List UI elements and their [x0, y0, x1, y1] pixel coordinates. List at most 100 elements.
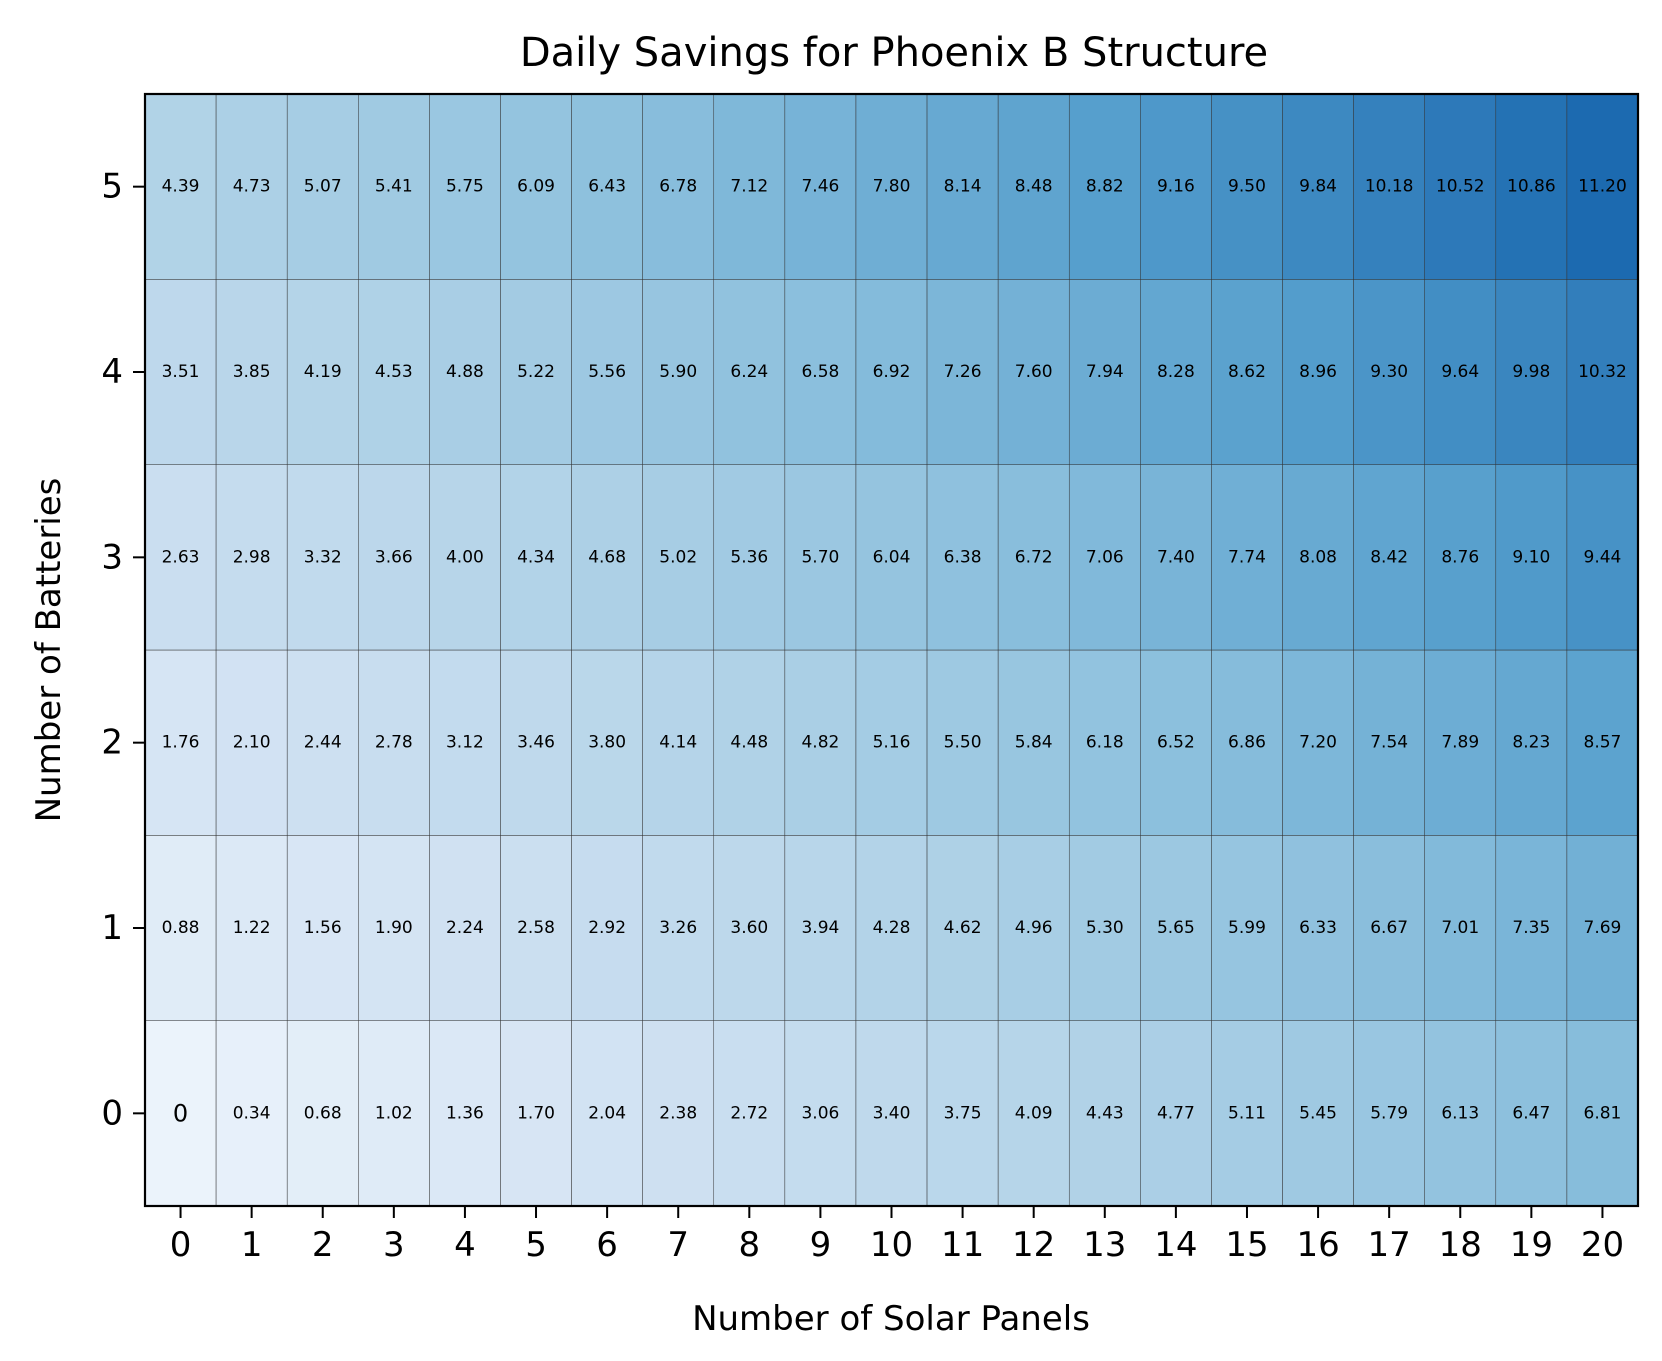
heatmap-cell-r4-c4 [429, 279, 501, 465]
cell-value-r0-c14: 4.77 [1157, 1103, 1195, 1123]
cell-value-r1-c8: 3.60 [730, 918, 768, 938]
y-tick-label-5: 5 [101, 167, 123, 207]
heatmap-cell-r3-c6 [571, 464, 643, 651]
y-tick-label-0: 0 [101, 1093, 123, 1133]
heatmap-cell-r1-c14 [1140, 835, 1212, 1021]
heatmap-cell-r0-c17 [1353, 1020, 1425, 1207]
heatmap-cell-r3-c12 [997, 464, 1070, 651]
heatmap-cell-r5-c10 [855, 93, 928, 280]
heatmap-cell-r2-c18 [1424, 649, 1497, 836]
heatmap-cell-r2-c5 [500, 649, 572, 836]
cell-value-r3-c9: 5.70 [801, 547, 839, 567]
heatmap-cell-r2-c14 [1140, 649, 1212, 836]
cell-value-r3-c0: 2.63 [162, 547, 200, 567]
cell-value-r0-c9: 3.06 [801, 1103, 839, 1123]
cell-value-r0-c11: 3.75 [944, 1103, 982, 1123]
cell-value-r0-c20: 6.81 [1584, 1103, 1622, 1123]
cell-value-r5-c19: 10.86 [1507, 177, 1556, 197]
x-tick-label-14: 14 [1154, 1225, 1197, 1265]
cell-value-r4-c9: 6.58 [801, 362, 839, 382]
cell-value-r4-c3: 4.53 [375, 362, 413, 382]
x-tick-label-20: 20 [1581, 1225, 1624, 1265]
cell-value-r3-c7: 5.02 [659, 547, 697, 567]
x-tick-label-18: 18 [1439, 1225, 1482, 1265]
heatmap-cell-r0-c5 [500, 1020, 572, 1207]
heatmap-cell-r1-c20 [1566, 835, 1639, 1021]
cell-value-r1-c15: 5.99 [1228, 918, 1266, 938]
cell-value-r0-c5: 1.70 [517, 1103, 555, 1123]
heatmap-cell-r2-c3 [358, 649, 430, 836]
heatmap-cell-r4-c0 [144, 279, 217, 465]
cell-value-r4-c15: 8.62 [1228, 362, 1266, 382]
cell-value-r0-c10: 3.40 [873, 1103, 911, 1123]
heatmap-cell-r2-c1 [215, 649, 288, 836]
cell-value-r1-c18: 7.01 [1441, 918, 1479, 938]
cell-value-r4-c13: 7.94 [1086, 362, 1124, 382]
heatmap-cell-r2-c2 [286, 649, 359, 836]
heatmap-cell-r2-c13 [1068, 649, 1141, 836]
cell-value-r2-c3: 2.78 [375, 733, 413, 753]
cell-value-r2-c15: 6.86 [1228, 733, 1266, 753]
heatmap-cell-r0-c14 [1140, 1020, 1212, 1207]
cell-value-r5-c18: 10.52 [1436, 177, 1485, 197]
cell-value-r2-c4: 3.12 [446, 733, 484, 753]
heatmap-cell-r4-c3 [358, 279, 430, 465]
cell-value-r1-c0: 0.88 [162, 918, 200, 938]
cell-value-r4-c19: 9.98 [1512, 362, 1550, 382]
x-tick-label-8: 8 [738, 1225, 760, 1265]
heatmap-cell-r5-c14 [1140, 93, 1212, 280]
heatmap-cell-r5-c5 [500, 93, 572, 280]
heatmap-cell-r4-c15 [1211, 279, 1283, 465]
cell-value-r3-c5: 4.34 [517, 547, 555, 567]
heatmap-cell-r5-c13 [1068, 93, 1141, 280]
heatmap-cell-r4-c7 [642, 279, 715, 465]
heatmap-cell-r5-c8 [713, 93, 786, 280]
cell-value-r1-c6: 2.92 [588, 918, 626, 938]
heatmap-cell-r0-c20 [1566, 1020, 1639, 1207]
cell-value-r1-c10: 4.28 [873, 918, 911, 938]
cell-value-r5-c12: 8.48 [1015, 177, 1053, 197]
x-axis-label: Number of Solar Panels [692, 1299, 1090, 1339]
y-tick-label-4: 4 [101, 352, 123, 392]
cell-value-r1-c7: 3.26 [659, 918, 697, 938]
cell-value-r0-c6: 2.04 [588, 1103, 626, 1123]
cell-value-r2-c14: 6.52 [1157, 733, 1195, 753]
cell-value-r4-c16: 8.96 [1299, 362, 1337, 382]
heatmap-cell-r4-c9 [784, 279, 857, 465]
cell-value-r2-c12: 5.84 [1015, 733, 1053, 753]
cell-value-r2-c1: 2.10 [233, 733, 271, 753]
cell-value-r5-c15: 9.50 [1228, 177, 1266, 197]
heatmap-cell-labels: 0 0.34 0.68 1.02 1.36 1.70 2.04 2.38 2.72 3.06 3.4… [162, 177, 1627, 1128]
cell-value-r3-c18: 8.76 [1441, 547, 1479, 567]
heatmap-cell-r1-c17 [1353, 835, 1425, 1021]
x-tick-label-2: 2 [312, 1225, 334, 1265]
heatmap-cell-r3-c4 [429, 464, 501, 651]
heatmap-cell-r4-c19 [1495, 279, 1568, 465]
heatmap-cell-r4-c12 [997, 279, 1070, 465]
cell-value-r4-c17: 9.30 [1370, 362, 1408, 382]
cell-value-r3-c13: 7.06 [1086, 547, 1124, 567]
heatmap-cell-r5-c19 [1495, 93, 1568, 280]
cell-value-r5-c8: 7.12 [730, 177, 768, 197]
cell-value-r1-c3: 1.90 [375, 918, 413, 938]
heatmap-cell-r0-c19 [1495, 1020, 1568, 1207]
heatmap-cell-r4-c17 [1353, 279, 1425, 465]
cell-value-r4-c1: 3.85 [233, 362, 271, 382]
x-tick-label-6: 6 [596, 1225, 618, 1265]
cell-value-r4-c14: 8.28 [1157, 362, 1195, 382]
cell-value-r1-c17: 6.67 [1370, 918, 1408, 938]
heatmap-cell-r3-c9 [784, 464, 857, 651]
cell-value-r0-c4: 1.36 [446, 1103, 484, 1123]
cell-value-r2-c9: 4.82 [801, 733, 839, 753]
heatmap-cell-r4-c18 [1424, 279, 1497, 465]
cell-value-r3-c16: 8.08 [1299, 547, 1337, 567]
heatmap-cell-r5-c17 [1353, 93, 1425, 280]
heatmap-cell-r1-c5 [500, 835, 572, 1021]
cell-value-r2-c13: 6.18 [1086, 733, 1124, 753]
cell-value-r0-c18: 6.13 [1441, 1103, 1479, 1123]
cell-value-r5-c3: 5.41 [375, 177, 413, 197]
heatmap-cell-r1-c1 [215, 835, 288, 1021]
heatmap-cell-r3-c19 [1495, 464, 1568, 651]
heatmap-cell-r2-c20 [1566, 649, 1639, 836]
heatmap-cell-r1-c12 [997, 835, 1070, 1021]
